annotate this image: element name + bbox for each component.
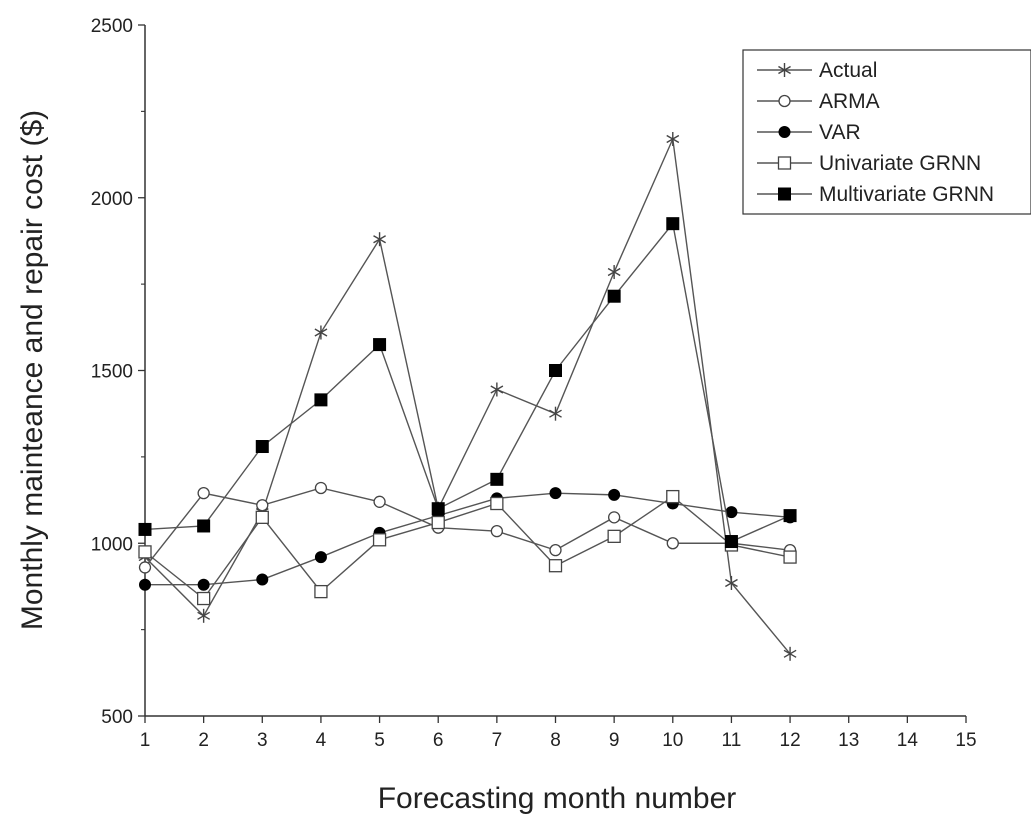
data-point-actual	[783, 646, 797, 661]
data-point-actual	[666, 132, 680, 147]
data-point-multivariate-grnn	[431, 502, 445, 516]
data-point-multivariate-grnn	[138, 522, 152, 536]
y-tick-label: 1500	[91, 362, 133, 383]
x-tick-label: 14	[897, 730, 919, 751]
data-point-actual	[314, 325, 328, 340]
data-point-univariate-grnn	[138, 545, 152, 559]
legend-label: VAR	[819, 121, 861, 144]
data-point-multivariate-grnn	[607, 289, 621, 303]
x-tick-label: 7	[492, 730, 503, 751]
x-axis-title: Forecasting month number	[378, 782, 737, 815]
legend-label: Univariate GRNN	[819, 152, 981, 175]
x-tick-label: 2	[198, 730, 209, 751]
y-axis-title: Monthly mainteance and repair cost ($)	[16, 110, 49, 630]
data-point-arma	[666, 537, 679, 550]
series-line-arma	[144, 487, 791, 568]
series-line-var	[145, 492, 791, 586]
x-tick-label: 5	[374, 730, 385, 751]
x-tick-label: 12	[780, 730, 801, 751]
data-point-multivariate-grnn	[314, 393, 328, 407]
legend-marker	[778, 126, 791, 138]
legend-label: Multivariate GRNN	[819, 183, 994, 206]
data-point-arma	[138, 561, 152, 574]
legend-label: Actual	[819, 59, 877, 82]
legend-marker	[777, 156, 792, 170]
legend-item-arma: ARMA	[757, 90, 880, 113]
series-var	[139, 487, 797, 591]
data-point-univariate-grnn	[196, 591, 211, 606]
data-point-univariate-grnn	[783, 550, 797, 564]
data-point-univariate-grnn	[607, 529, 621, 543]
series-multivariate-grnn	[138, 217, 797, 549]
data-point-var	[314, 551, 327, 564]
data-point-arma	[256, 499, 269, 512]
data-point-multivariate-grnn	[197, 519, 211, 533]
legend-item-actual: Actual	[757, 59, 877, 82]
x-tick-label: 11	[722, 730, 742, 751]
legend-item-multivariate-grnn: Multivariate GRNN	[757, 183, 994, 206]
data-point-var	[725, 506, 738, 519]
y-tick-label: 2500	[91, 16, 133, 37]
y-tick-label: 1000	[91, 534, 133, 555]
data-point-var	[549, 487, 562, 500]
data-point-arma	[607, 511, 621, 524]
data-point-multivariate-grnn	[255, 440, 269, 454]
data-point-arma	[549, 544, 562, 557]
legend-marker	[778, 187, 791, 201]
data-point-multivariate-grnn	[783, 509, 797, 523]
x-tick-label: 1	[140, 730, 151, 751]
data-point-univariate-grnn	[255, 510, 269, 524]
data-point-multivariate-grnn	[490, 472, 504, 486]
x-tick-label: 10	[662, 730, 683, 751]
data-point-multivariate-grnn	[724, 535, 738, 549]
data-point-arma	[373, 495, 386, 508]
legend-item-univariate-grnn: Univariate GRNN	[757, 152, 981, 175]
x-tick-label: 6	[433, 730, 444, 751]
series-arma	[138, 481, 797, 574]
data-point-var	[139, 578, 151, 591]
data-point-univariate-grnn	[372, 533, 387, 547]
data-point-multivariate-grnn	[373, 338, 387, 352]
y-tick-label: 2000	[91, 189, 133, 210]
data-point-var	[197, 578, 210, 591]
x-tick-label: 9	[609, 730, 620, 751]
data-point-actual	[490, 382, 504, 397]
legend-item-var: VAR	[757, 121, 861, 144]
data-point-multivariate-grnn	[549, 364, 562, 377]
data-point-actual	[373, 232, 386, 247]
data-point-arma	[197, 487, 210, 500]
series-line-univariate-grnn	[144, 495, 791, 600]
data-point-actual	[725, 575, 738, 590]
data-point-univariate-grnn	[666, 489, 680, 504]
data-point-actual	[607, 265, 621, 280]
x-tick-label: 4	[316, 730, 327, 751]
data-point-actual	[197, 608, 211, 623]
data-point-univariate-grnn	[431, 515, 445, 530]
legend: Actual ARMA VAR Univariate GRNN Multivariate…	[742, 49, 1031, 215]
data-point-var	[256, 573, 269, 586]
x-tick-label: 8	[550, 730, 561, 751]
series-line-actual	[144, 136, 791, 655]
x-tick-label: 15	[955, 730, 976, 751]
x-tick-label: 3	[257, 730, 268, 751]
data-point-multivariate-grnn	[666, 217, 680, 231]
data-point-actual	[549, 406, 562, 421]
legend-marker	[778, 94, 791, 108]
data-point-var	[608, 488, 621, 501]
legend-marker	[778, 63, 791, 77]
legend-label: ARMA	[819, 90, 880, 113]
data-point-univariate-grnn	[548, 559, 563, 573]
data-point-arma	[490, 525, 504, 538]
data-point-arma	[314, 481, 328, 495]
series-line-multivariate-grnn	[144, 222, 791, 543]
x-tick-label: 13	[838, 730, 859, 751]
series-actual	[138, 132, 797, 661]
series-layer	[138, 132, 797, 661]
data-point-univariate-grnn	[314, 584, 328, 599]
y-tick-label: 500	[101, 707, 133, 728]
data-point-univariate-grnn	[490, 496, 504, 511]
